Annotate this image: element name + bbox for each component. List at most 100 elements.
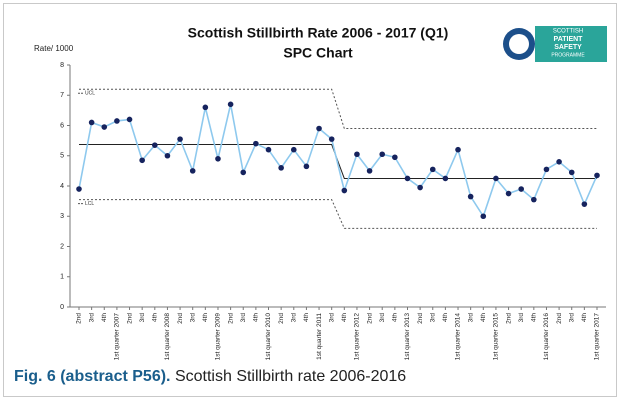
data-point <box>303 163 310 170</box>
x-tick-label: 1st quarter 2007 <box>114 313 121 360</box>
logo: SCOTTISH PATIENT SAFETY PROGRAMME <box>503 26 607 62</box>
data-point <box>581 201 588 207</box>
x-tick-label: 4th <box>480 313 487 322</box>
x-tick-label: 2nd <box>505 313 512 324</box>
data-point <box>88 119 95 126</box>
data-point <box>505 190 512 197</box>
data-point <box>366 168 373 174</box>
y-tick-label: 4 <box>60 183 64 190</box>
x-tick-label: 3rd <box>240 313 247 323</box>
data-point <box>164 152 171 159</box>
x-tick-label: 3rd <box>568 313 575 323</box>
x-tick-label: 1st quarter 2015 <box>493 313 500 360</box>
x-tick-label: 3rd <box>139 313 146 323</box>
data-point <box>556 159 562 165</box>
legend-label: LCL <box>85 201 94 207</box>
x-tick-label: 1st quarter 2012 <box>354 313 361 360</box>
x-tick-label: 2nd <box>417 313 424 324</box>
x-tick-label: 1st quarter 2011 <box>316 313 323 360</box>
x-tick-label: 1st quarter 2008 <box>164 313 171 360</box>
data-point <box>76 186 82 192</box>
y-tick-label: 7 <box>60 92 64 99</box>
data-point <box>265 146 272 153</box>
x-tick-label: 2nd <box>227 313 234 324</box>
data-point <box>290 146 297 153</box>
data-point <box>493 175 499 182</box>
data-point <box>429 166 436 173</box>
x-tick-label: 1st quarter 2014 <box>455 313 462 360</box>
x-tick-label: 2nd <box>556 313 563 324</box>
logo-text: SCOTTISH <box>553 29 583 35</box>
y-tick-label: 6 <box>60 122 64 129</box>
x-tick-label: 2nd <box>366 313 373 324</box>
x-tick-label: 1st quarter 2013 <box>404 313 411 360</box>
data-point <box>177 136 183 142</box>
y-tick-label: 0 <box>60 304 64 311</box>
x-tick-label: 1st quarter 2016 <box>543 313 550 360</box>
x-tick-label: 3rd <box>189 313 196 323</box>
data-point <box>543 166 550 173</box>
x-tick-label: 4th <box>392 313 399 322</box>
logo-emblem-inner <box>509 34 529 54</box>
data-point <box>328 136 335 142</box>
x-tick-label: 4th <box>581 313 588 322</box>
figure-frame <box>3 3 617 397</box>
x-tick-label: 3rd <box>88 313 95 323</box>
x-tick-label: 3rd <box>429 313 436 323</box>
x-tick-label: 4th <box>101 313 108 322</box>
x-tick-label: 4th <box>531 313 538 322</box>
y-tick-label: 3 <box>60 213 64 220</box>
data-point <box>480 213 487 220</box>
data-point <box>202 104 209 111</box>
data-point <box>215 155 221 162</box>
data-point <box>518 186 524 192</box>
data-point <box>455 146 461 153</box>
x-tick-label: 4th <box>253 313 260 322</box>
caption-text: Scottish Stillbirth rate 2006-2016 <box>174 368 407 385</box>
caption: Fig. 6 (abstract P56). Scottish Stillbir… <box>14 368 406 386</box>
x-tick-label: 3rd <box>379 313 386 323</box>
logo-text: PATIENT <box>554 36 584 43</box>
data-point <box>531 196 537 203</box>
data-point <box>594 172 600 179</box>
data-point <box>278 165 284 171</box>
data-point <box>392 154 398 161</box>
x-tick-label: 2nd <box>278 313 285 324</box>
data-point <box>442 175 449 182</box>
data-point <box>467 193 474 200</box>
x-tick-label: 3rd <box>328 313 335 323</box>
caption-label: Fig. 6 (abstract P56). <box>14 368 171 385</box>
y-tick-label: 1 <box>60 274 64 281</box>
x-tick-label: 4th <box>341 313 348 322</box>
data-point <box>253 140 259 147</box>
x-tick-label: 2nd <box>177 313 184 324</box>
y-tick-label: 5 <box>60 153 64 160</box>
x-tick-label: 3rd <box>518 313 525 323</box>
limit-line <box>79 88 597 130</box>
logo-text: SAFETY <box>554 44 582 51</box>
x-tick-label: 4th <box>303 313 310 322</box>
data-point <box>152 142 158 148</box>
data-point <box>189 168 196 174</box>
y-tick-label: 8 <box>60 62 64 69</box>
data-point <box>139 157 145 164</box>
data-point <box>568 169 575 176</box>
data-point <box>227 101 234 108</box>
data-point <box>379 151 386 158</box>
x-tick-label: 3rd <box>467 313 474 323</box>
x-tick-label: 1st quarter 2009 <box>215 313 222 360</box>
x-tick-label: 4th <box>442 313 449 322</box>
data-point <box>240 169 247 176</box>
legend-label: UCL <box>85 91 95 97</box>
data-point <box>101 124 108 130</box>
data-point <box>316 125 322 132</box>
x-tick-label: 1st quarter 2010 <box>265 313 272 360</box>
chart-subtitle: SPC Chart <box>283 45 353 61</box>
y-tick-label: 2 <box>60 243 64 250</box>
logo-box <box>535 26 607 62</box>
chart: Scottish Stillbirth Rate 2006 - 2017 (Q1… <box>34 25 607 360</box>
logo-text: PROGRAMME <box>551 52 585 58</box>
x-tick-label: 4th <box>152 313 159 322</box>
x-tick-label: 2nd <box>126 313 133 324</box>
limit-line <box>79 199 597 229</box>
